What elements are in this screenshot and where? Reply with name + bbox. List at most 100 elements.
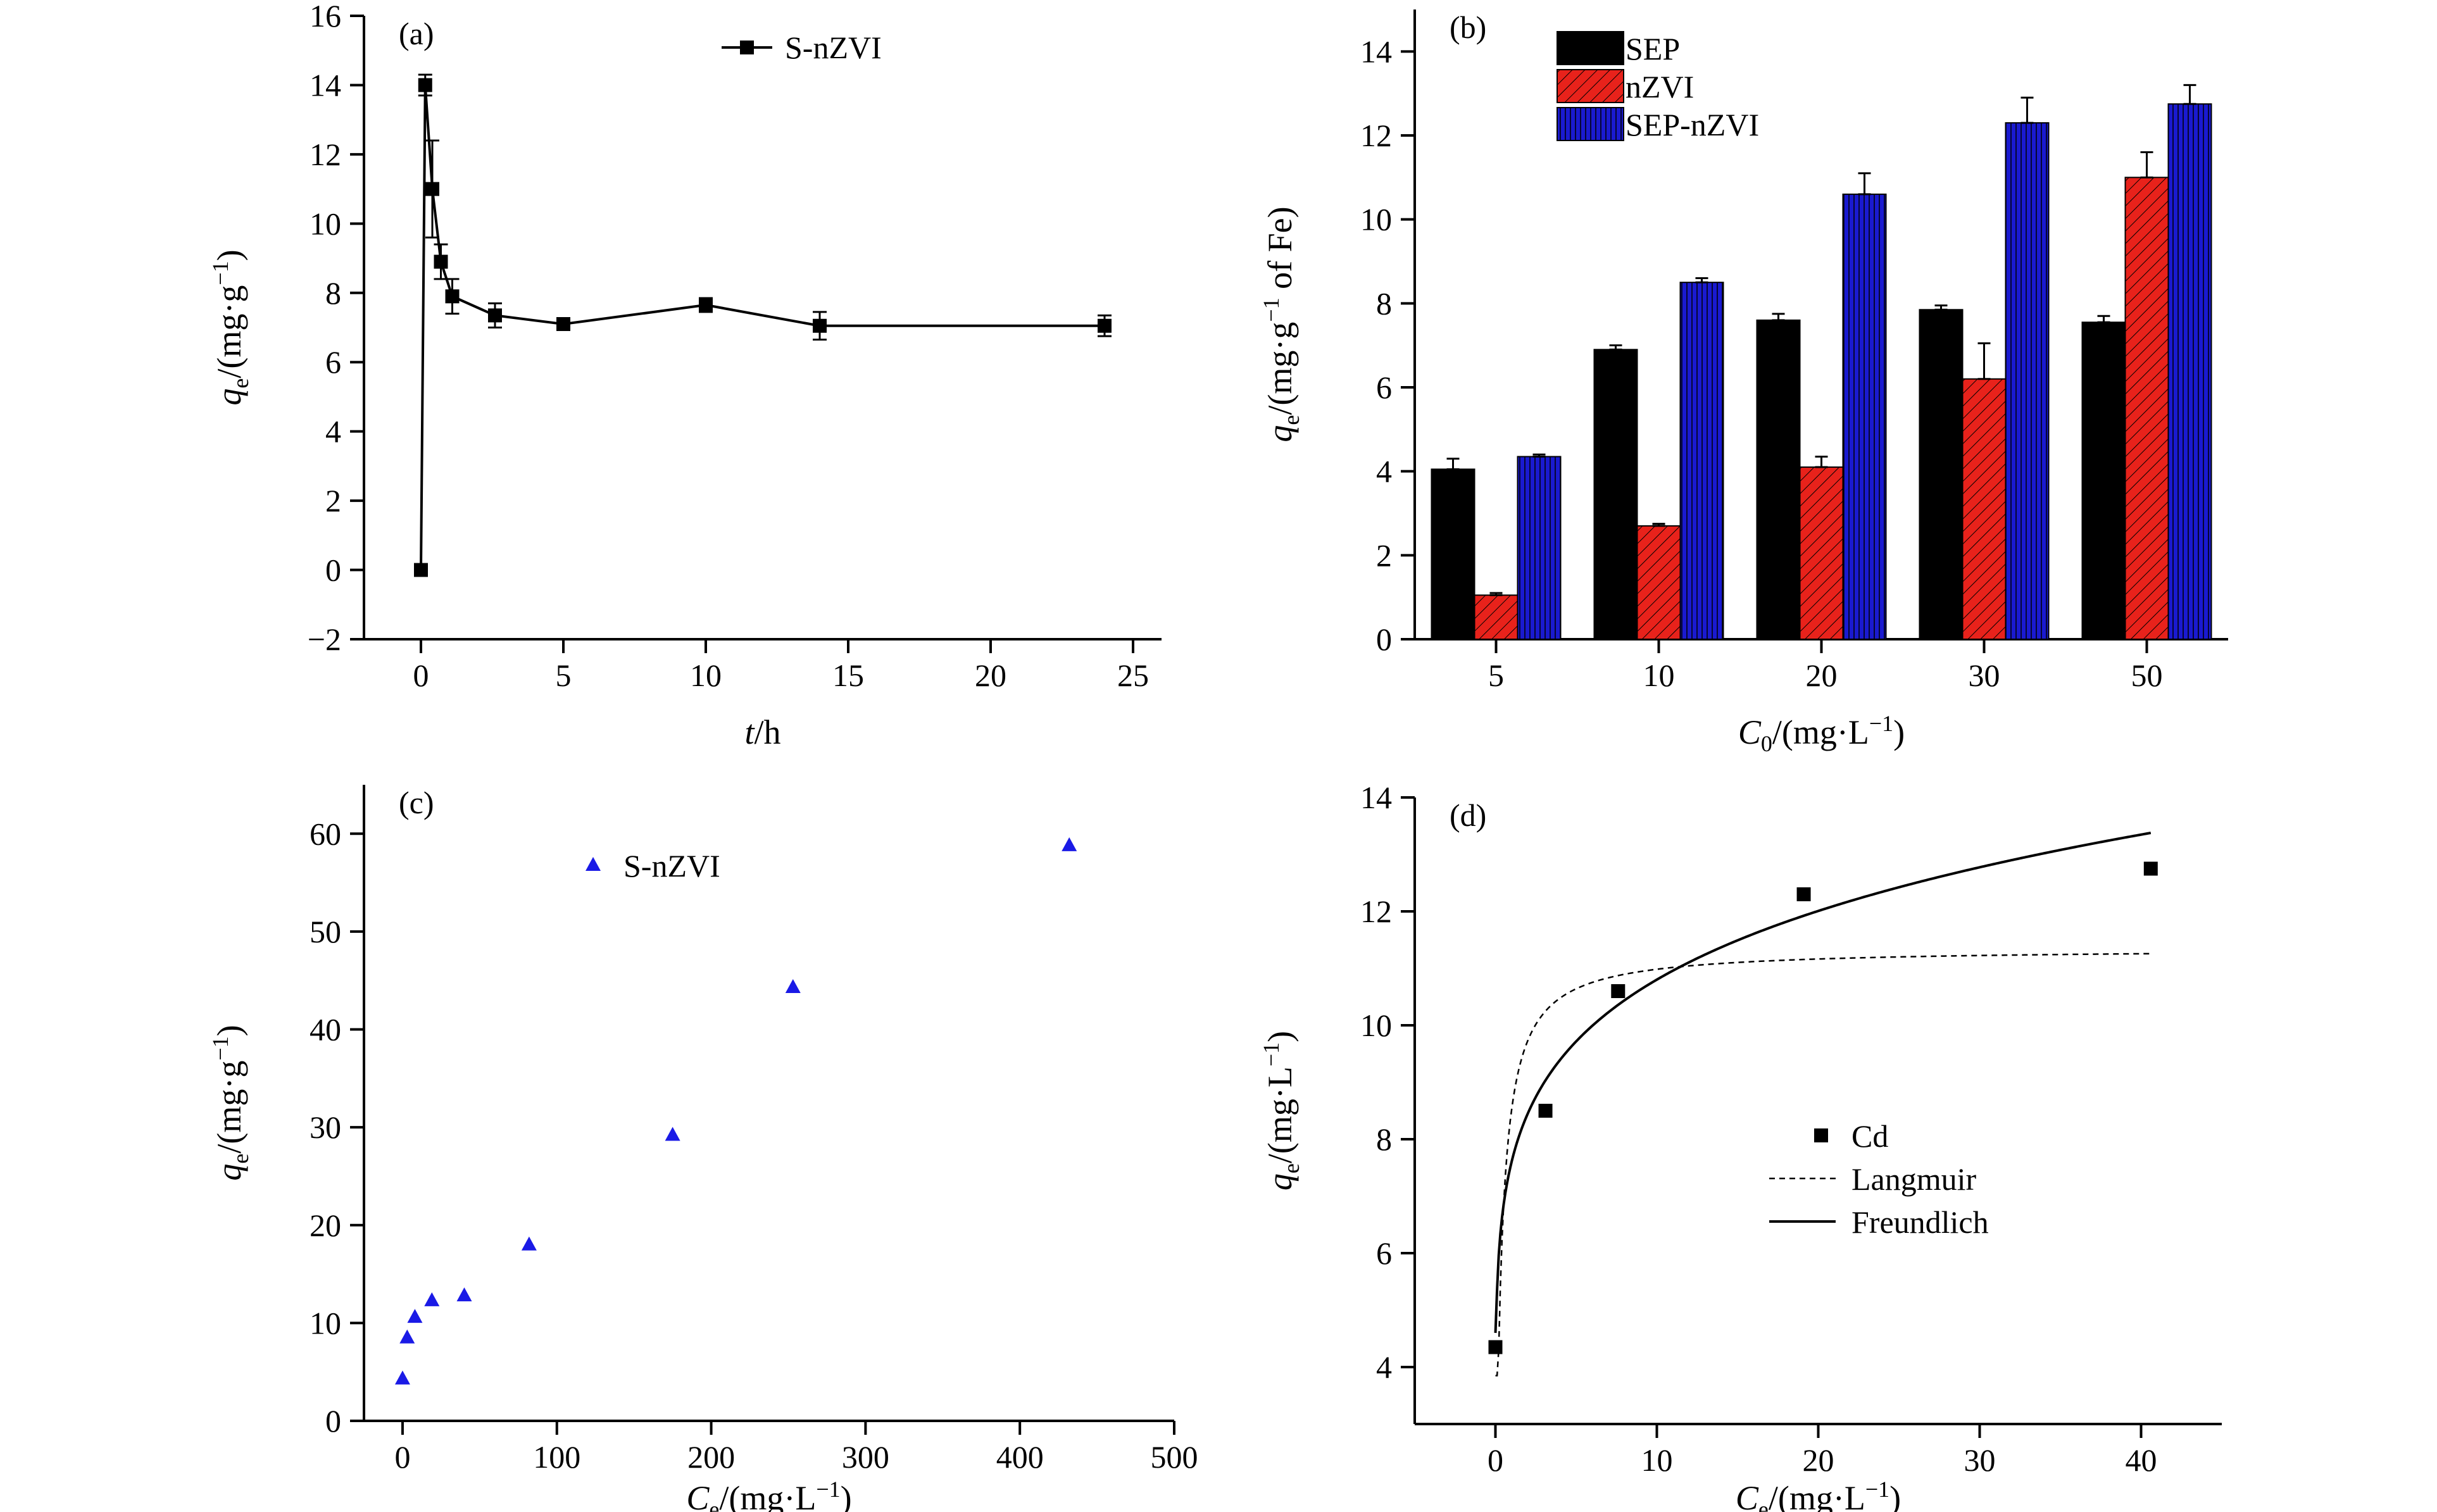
panel-c-x-label: Ce/(mg·L−1) <box>686 1477 851 1512</box>
panel-d-y-tick-label: 8 <box>1376 1122 1392 1157</box>
panel-a-data-point <box>445 289 460 304</box>
panel-d-x-tick-label: 0 <box>1488 1442 1503 1478</box>
panel-c-y-tick-label: 30 <box>310 1109 341 1145</box>
panel-c-y-tick-label: 40 <box>310 1012 341 1047</box>
panel-b-x-tick-label: 10 <box>1643 658 1675 693</box>
panel-d-x-tick-label: 40 <box>2126 1442 2157 1478</box>
panel-b-x-tick-label: 20 <box>1806 658 1838 693</box>
panel-d-freundlich-curve <box>1494 832 2152 1334</box>
panel-a-y-tick-label: 6 <box>325 344 341 380</box>
panel-b-y-tick-label: 0 <box>1376 622 1392 657</box>
panel-a-legend-label: S-nZVI <box>785 30 882 65</box>
panel-a-data-point <box>488 308 502 323</box>
panel-c-y-tick-label: 0 <box>325 1403 341 1439</box>
panel-b-bar <box>1636 525 1681 640</box>
panel-a-data-point <box>425 182 439 196</box>
panel-d-y-tick-label: 6 <box>1376 1235 1392 1271</box>
panel-b-bar <box>1593 349 1638 640</box>
panel-c-y-tick-label: 10 <box>310 1305 341 1340</box>
panel-c-y-tick-label: 20 <box>310 1208 341 1243</box>
panel-c-y-tick-label: 50 <box>310 914 341 949</box>
panel-a-data-point <box>699 297 713 312</box>
panel-a-y-tick-label: 0 <box>325 553 341 588</box>
panel-b-bar <box>1919 309 1964 640</box>
panel-a-y-tick-label: 2 <box>325 483 341 518</box>
panel-d-y-tick-label: 12 <box>1360 894 1392 929</box>
panel-b-bar <box>1474 594 1519 640</box>
panel-c-data-point <box>665 1127 680 1141</box>
panel-b-y-tick-label: 6 <box>1376 370 1392 405</box>
panel-d-x-label: Ce/(mg·L−1) <box>1736 1477 1901 1512</box>
panel-d-x-tick-label: 20 <box>1803 1442 1834 1478</box>
panel-c-y-tick-label: 60 <box>310 816 341 851</box>
panel-d-y-tick-label: 14 <box>1360 780 1392 815</box>
panel-b-legend-swatch <box>1557 31 1624 65</box>
panel-c-data-point <box>424 1292 440 1306</box>
panel-b-bar <box>1431 468 1475 640</box>
panel-a-y-tick-label: −2 <box>308 622 341 657</box>
panel-b-y-tick-label: 2 <box>1376 537 1392 573</box>
panel-a-y-label: qe/(mg·g−1) <box>208 249 253 405</box>
panel-a-series-line <box>420 85 1105 570</box>
panel-d-langmuir-curve <box>1495 953 2151 1377</box>
panel-c-data-point <box>456 1287 472 1302</box>
panel-d-y-label: qe/(mg·L−1) <box>1258 1031 1304 1190</box>
panel-a-y-tick-label: 12 <box>310 137 341 172</box>
panel-c-data-point <box>399 1329 415 1344</box>
panel-d-data-point <box>1796 887 1811 901</box>
panel-b-bar <box>1517 456 1562 640</box>
panel-c-x-tick-label: 400 <box>996 1439 1044 1475</box>
panel-a-y-tick-label: 10 <box>310 206 341 241</box>
panel-d-group: 4 6 8 10 12 14 0 10 20 30 40 (d) qe/(mg·L−1) Ce/(mg·L… <box>1258 780 2222 1512</box>
panel-b-legend-label: nZVI <box>1626 69 1694 104</box>
panel-b-y-tick-label: 10 <box>1360 202 1392 237</box>
panel-a-y-tick-label: 4 <box>325 414 341 449</box>
panel-d-data-point <box>2143 861 2158 876</box>
panel-b-legend-label: SEP <box>1626 31 1680 66</box>
panel-d-x-tick-label: 30 <box>1964 1442 1996 1478</box>
panel-d-panel-label: (d) <box>1450 797 1486 833</box>
panel-b-legend-label: SEP-nZVI <box>1626 107 1759 142</box>
panel-c-panel-label: (c) <box>399 785 434 820</box>
panel-d-y-tick-label: 4 <box>1376 1349 1392 1385</box>
panel-b-bar <box>2005 122 2050 640</box>
panel-d-data-point <box>1488 1340 1503 1354</box>
panel-a-x-tick-label: 0 <box>413 658 429 693</box>
panel-c-x-tick-label: 200 <box>687 1439 735 1475</box>
panel-c-x-tick-label: 100 <box>533 1439 580 1475</box>
panel-d-x-tick-label: 10 <box>1641 1442 1673 1478</box>
panel-c-legend-label: S-nZVI <box>623 848 720 884</box>
panel-a-panel-label: (a) <box>399 16 434 51</box>
panel-a-x-tick-label: 25 <box>1117 658 1149 693</box>
panel-d-legend-label: Langmuir <box>1851 1161 1977 1197</box>
panel-b-y-tick-label: 4 <box>1376 454 1392 489</box>
panel-a-y-tick-label: 16 <box>310 0 341 34</box>
panel-d-y-tick-label: 10 <box>1360 1008 1392 1043</box>
panel-b-x-tick-label: 30 <box>1969 658 2000 693</box>
panel-b-bar <box>1799 466 1844 640</box>
panel-c-data-point <box>407 1309 423 1323</box>
panel-a-data-point <box>813 318 827 333</box>
panel-c-x-tick-label: 300 <box>842 1439 889 1475</box>
panel-c-legend-marker <box>586 857 601 871</box>
panel-a-y-tick-label: 14 <box>310 67 341 103</box>
panel-b-legend-swatch <box>1557 107 1624 141</box>
panel-b-x-tick-label: 5 <box>1488 658 1504 693</box>
panel-a-data-point <box>1098 318 1112 333</box>
panel-b-y-tick-label: 8 <box>1376 285 1392 321</box>
panel-a-x-tick-label: 15 <box>832 658 864 693</box>
panel-a-data-point <box>556 317 570 332</box>
panel-a-data-point <box>418 78 432 92</box>
panel-d-data-point <box>1538 1104 1553 1118</box>
panel-a-x-label: t/h <box>744 713 780 751</box>
panel-a-data-point <box>414 563 428 577</box>
panel-a-x-tick-label: 20 <box>975 658 1006 693</box>
panel-b-bar <box>2167 103 2212 640</box>
panel-b-x-tick-label: 50 <box>2131 658 2163 693</box>
panel-c-data-point <box>394 1370 410 1385</box>
panel-c-x-tick-label: 500 <box>1151 1439 1198 1475</box>
panel-d-legend-label: Cd <box>1851 1118 1888 1154</box>
panel-b-bar <box>2081 322 2126 640</box>
panel-b-legend-swatch <box>1557 69 1624 103</box>
